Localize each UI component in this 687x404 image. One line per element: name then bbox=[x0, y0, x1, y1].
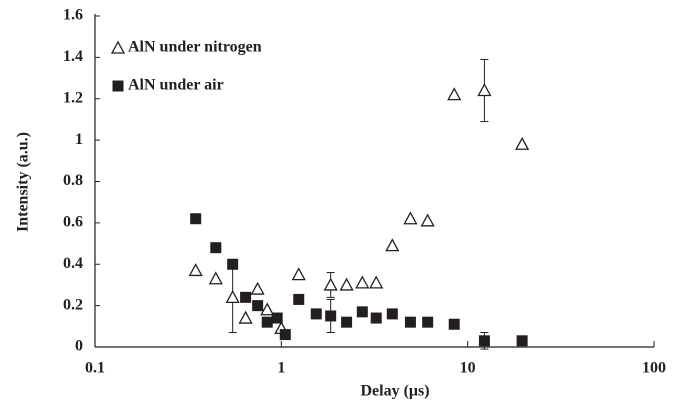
data-point bbox=[252, 300, 264, 312]
data-point bbox=[260, 302, 275, 316]
data-point bbox=[271, 312, 283, 324]
x-tick-label: 1 bbox=[277, 360, 285, 377]
x-tick-label: 100 bbox=[642, 360, 666, 377]
data-point bbox=[293, 293, 305, 305]
data-point bbox=[261, 316, 273, 328]
y-axis-label: Intensity (a.u.) bbox=[15, 132, 32, 232]
y-tick-label: 1.6 bbox=[63, 7, 83, 24]
data-point bbox=[238, 310, 253, 324]
data-point bbox=[420, 213, 435, 227]
data-point bbox=[448, 318, 460, 330]
data-point bbox=[477, 83, 492, 97]
data-point bbox=[369, 275, 384, 289]
data-point bbox=[240, 291, 252, 303]
y-tick-label: 0.6 bbox=[63, 214, 83, 231]
data-point bbox=[385, 238, 400, 252]
data-point bbox=[279, 329, 291, 341]
data-point bbox=[210, 242, 222, 254]
data-point bbox=[404, 316, 416, 328]
data-point bbox=[291, 267, 306, 281]
data-point bbox=[339, 277, 354, 291]
y-tick-label: 0 bbox=[75, 338, 83, 355]
y-tick-label: 0.4 bbox=[63, 255, 83, 272]
x-axis-label: Delay (μs) bbox=[360, 383, 429, 400]
data-point bbox=[190, 213, 202, 225]
x-tick-label: 0.1 bbox=[85, 360, 105, 377]
y-tick-label: 0.2 bbox=[63, 296, 83, 313]
data-point bbox=[516, 335, 528, 347]
data-point bbox=[208, 271, 223, 285]
legend-label: AlN under nitrogen bbox=[128, 39, 262, 56]
y-tick-label: 0.8 bbox=[63, 172, 83, 189]
legend-marker bbox=[112, 80, 124, 92]
data-point bbox=[422, 316, 434, 328]
data-point bbox=[515, 136, 530, 150]
y-tick-label: 1.2 bbox=[63, 89, 83, 106]
data-point bbox=[370, 312, 382, 324]
data-point bbox=[355, 275, 370, 289]
y-tick-label: 1 bbox=[75, 131, 83, 148]
y-tick-label: 1.4 bbox=[63, 48, 83, 65]
legend-marker bbox=[110, 40, 126, 54]
data-point bbox=[325, 310, 337, 322]
data-point bbox=[341, 316, 353, 328]
data-point bbox=[323, 277, 338, 291]
data-point bbox=[356, 306, 368, 318]
data-point bbox=[447, 87, 462, 101]
data-point bbox=[227, 258, 239, 270]
x-tick-label: 10 bbox=[460, 360, 476, 377]
data-point bbox=[386, 308, 398, 320]
data-point bbox=[250, 281, 265, 295]
legend-label: AlN under air bbox=[128, 77, 224, 94]
data-point bbox=[403, 211, 418, 225]
data-point bbox=[225, 289, 240, 304]
data-point bbox=[188, 263, 203, 277]
data-point bbox=[478, 335, 490, 347]
data-point bbox=[310, 308, 322, 320]
